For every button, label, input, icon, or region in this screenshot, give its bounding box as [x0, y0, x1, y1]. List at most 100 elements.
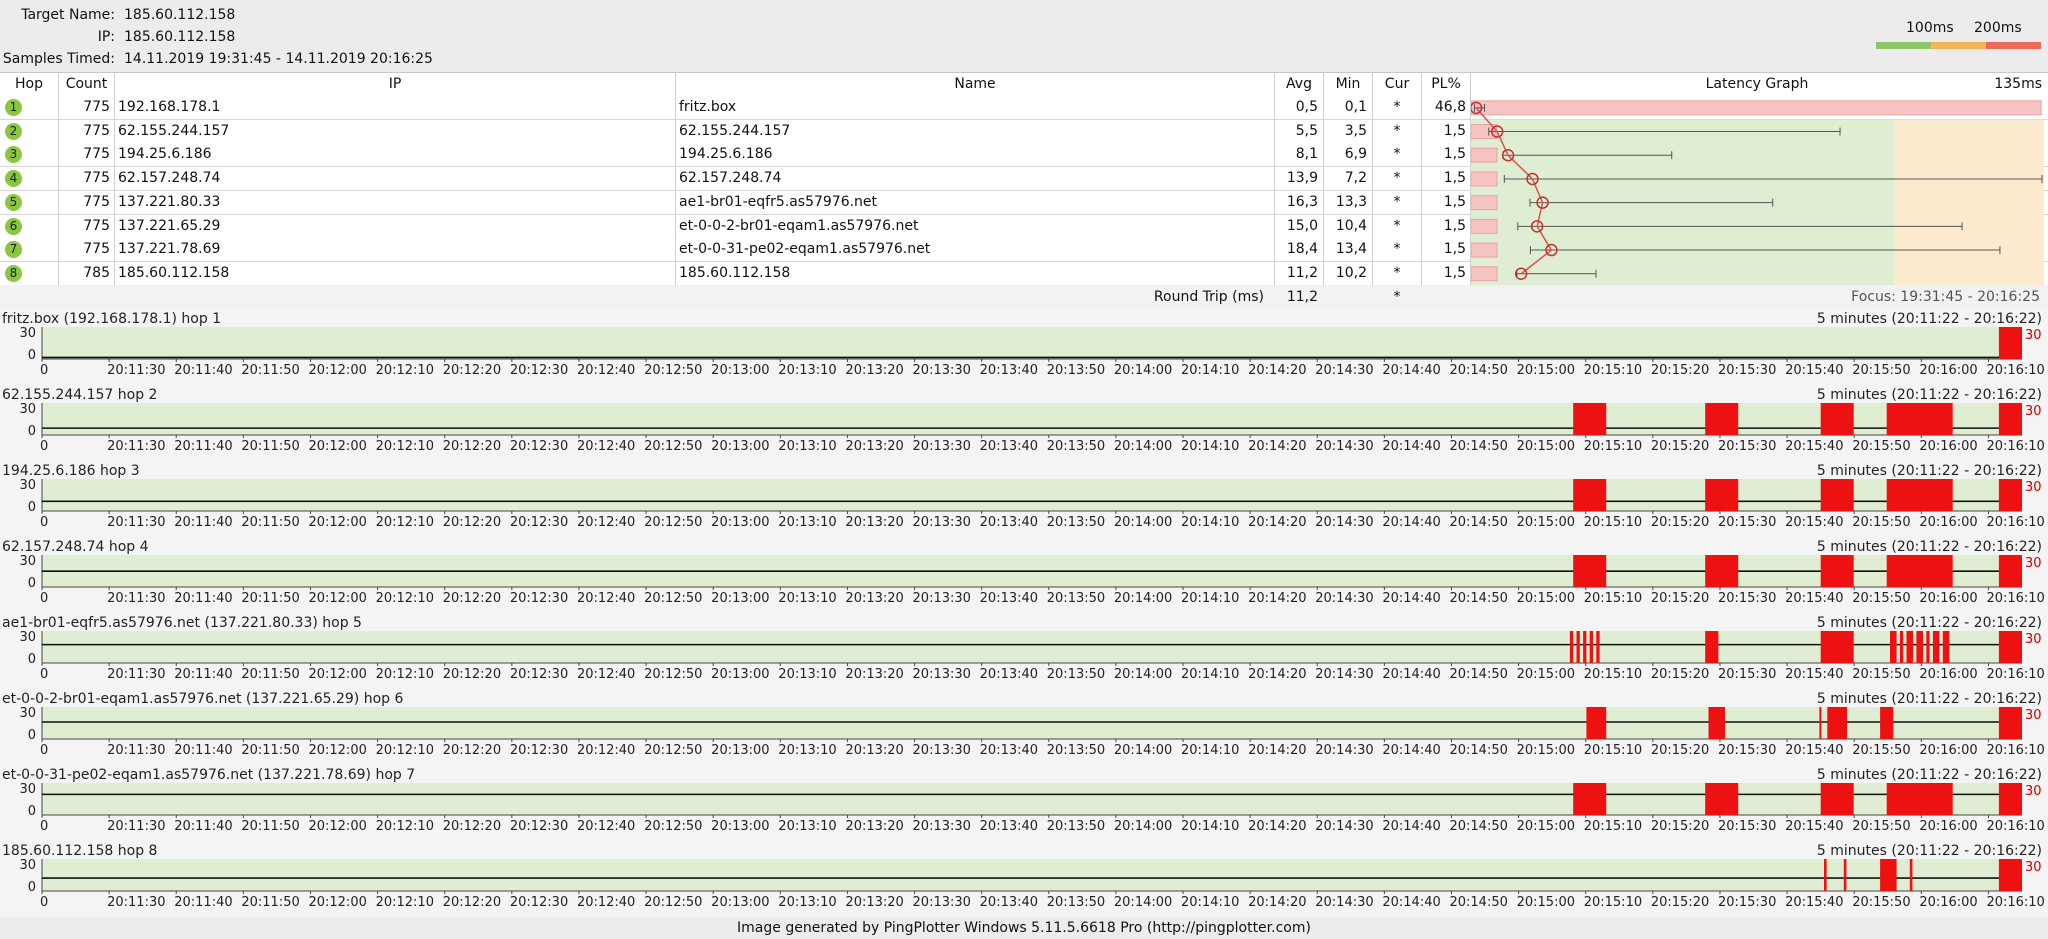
hop-time-graph[interactable]: ae1-br01-eqfr5.as57976.net (137.221.80.3… [0, 613, 2048, 689]
x-tick-label: 20:13:40 [980, 895, 1038, 910]
x-tick-label: 20:15:20 [1651, 743, 1709, 758]
column-divider [1470, 72, 1471, 286]
packet-loss-bar [1705, 479, 1739, 511]
hop-time-graph[interactable]: 62.157.248.74 hop 4 5 minutes (20:11:22 -… [0, 537, 2048, 613]
x-tick-label: 20:16:10 [1986, 743, 2044, 758]
x-tick-label: 20:12:20 [443, 819, 501, 834]
x-tick-label: 20:13:00 [711, 515, 769, 530]
legend-color-red [1986, 42, 2041, 49]
x-tick-label: 20:15:10 [1584, 515, 1642, 530]
x-tick-label: 20:15:50 [1852, 667, 1910, 682]
x-tick-label: 20:14:00 [1114, 515, 1172, 530]
latency-avg-line [1475, 107, 1553, 275]
packet-loss-bar [1573, 555, 1607, 587]
hop-name: 185.60.112.158 [679, 264, 791, 281]
hop-pl: 46,8 [1434, 99, 1466, 115]
x-tick-label: 20:11:50 [241, 667, 299, 682]
x-tick-label: 20:13:10 [778, 743, 836, 758]
col-name[interactable]: Name [954, 76, 996, 92]
samples-value: 14.11.2019 19:31:45 - 14.11.2019 20:16:2… [124, 51, 433, 67]
packet-loss-bar [1824, 859, 1827, 891]
x-tick-label: 20:11:40 [174, 439, 232, 454]
x-tick-label: 20:14:10 [1181, 819, 1239, 834]
x-tick-label: 20:11:50 [241, 439, 299, 454]
y-tick-label: 30 [19, 402, 36, 417]
hop-graph-title: et-0-0-2-br01-eqam1.as57976.net (137.221… [2, 691, 404, 707]
x-tick-label: 20:15:20 [1651, 819, 1709, 834]
x-tick-label: 20:13:50 [1047, 515, 1105, 530]
col-latency-graph[interactable]: Latency Graph [1705, 76, 1809, 92]
hop-avg: 18,4 [1286, 241, 1318, 258]
packet-loss-bar [1906, 631, 1914, 663]
x-tick-label: 20:14:10 [1181, 895, 1239, 910]
hop-graph-title: 62.155.244.157 hop 2 [2, 387, 158, 403]
hop-ip: 194.25.6.186 [118, 146, 212, 163]
hop-name: ae1-br01-eqfr5.as57976.net [679, 193, 878, 210]
max-value-label: 30 [2025, 556, 2042, 571]
x-tick-label: 20:12:00 [308, 439, 366, 454]
y-tick-label: 0 [28, 576, 36, 591]
hop-graph-title: 62.157.248.74 hop 4 [2, 539, 149, 555]
hop-min: 3,5 [1344, 122, 1367, 139]
col-ip[interactable]: IP [388, 76, 402, 92]
col-avg[interactable]: Avg [1286, 76, 1312, 92]
packet-loss-bar [1998, 707, 2022, 739]
col-cur[interactable]: Cur [1384, 76, 1410, 92]
x-tick-label: 20:12:30 [510, 667, 568, 682]
x-tick-label: 20:14:50 [1449, 439, 1507, 454]
x-tick-label: 20:12:10 [376, 515, 434, 530]
hop-time-graph[interactable]: et-0-0-31-pe02-eqam1.as57976.net (137.22… [0, 765, 2048, 841]
x-tick-label: 20:12:10 [376, 667, 434, 682]
hop-pl: 1,5 [1443, 264, 1466, 281]
x-tick-label: 20:15:00 [1517, 743, 1575, 758]
col-hop[interactable]: Hop [15, 76, 43, 92]
col-min[interactable]: Min [1335, 76, 1361, 92]
x-tick-label: 20:14:20 [1248, 515, 1306, 530]
packet-loss-bar [1470, 218, 1498, 234]
hop-time-graph[interactable]: 194.25.6.186 hop 3 5 minutes (20:11:22 - … [0, 461, 2048, 537]
hop-time-graph[interactable]: 185.60.112.158 hop 8 5 minutes (20:11:22 … [0, 841, 2048, 917]
x-tick-label: 20:15:10 [1584, 439, 1642, 454]
x-tick-label: 20:11:50 [241, 895, 299, 910]
hop-time-graph[interactable]: et-0-0-2-br01-eqam1.as57976.net (137.221… [0, 689, 2048, 765]
x-tick-label: 20:13:00 [711, 743, 769, 758]
hop-cur: * [1393, 193, 1401, 210]
hop-count: 785 [83, 264, 110, 281]
x-tick-label: 20:13:20 [845, 743, 903, 758]
x-tick-label: 20:14:40 [1382, 667, 1440, 682]
x-tick-label: 20:15:40 [1785, 895, 1843, 910]
x-tick-label: 0 [40, 895, 48, 910]
hop-graph-plot: 30 0 30 0 20:11:30 20:11:40 20:11:50 20:12:00 20… [19, 478, 2044, 530]
x-tick-label: 20:13:20 [845, 819, 903, 834]
x-tick-label: 20:15:10 [1584, 363, 1642, 378]
x-tick-label: 20:13:40 [980, 515, 1038, 530]
x-tick-label: 20:16:00 [1919, 895, 1977, 910]
packet-loss-bar [1916, 631, 1923, 663]
x-tick-label: 20:13:50 [1047, 439, 1105, 454]
x-tick-label: 20:15:40 [1785, 363, 1843, 378]
col-count[interactable]: Count [65, 76, 108, 92]
packet-loss-bar [1819, 707, 1822, 739]
column-divider [1372, 72, 1373, 286]
x-tick-label: 20:14:20 [1248, 743, 1306, 758]
packet-loss-bar [1909, 859, 1913, 891]
col-pl[interactable]: PL% [1431, 76, 1461, 92]
x-tick-label: 20:16:10 [1986, 667, 2044, 682]
x-tick-label: 20:14:50 [1449, 895, 1507, 910]
y-tick-label: 30 [19, 858, 36, 873]
x-tick-label: 0 [40, 819, 48, 834]
plot-background [42, 327, 2022, 359]
hop-time-graph[interactable]: 62.155.244.157 hop 2 5 minutes (20:11:22 … [0, 385, 2048, 461]
hop-time-graph[interactable]: fritz.box (192.168.178.1) hop 1 5 minutes… [0, 309, 2048, 385]
x-tick-label: 20:12:20 [443, 439, 501, 454]
x-tick-label: 20:11:50 [241, 591, 299, 606]
x-tick-label: 20:13:40 [980, 819, 1038, 834]
x-tick-label: 20:14:50 [1449, 363, 1507, 378]
latency-zone-warn [1894, 119, 2044, 286]
x-tick-label: 20:15:30 [1718, 895, 1776, 910]
x-tick-label: 20:15:40 [1785, 667, 1843, 682]
hop-cur: * [1393, 99, 1401, 115]
x-tick-label: 20:16:00 [1919, 439, 1977, 454]
x-tick-label: 20:12:30 [510, 895, 568, 910]
x-tick-label: 20:14:10 [1181, 515, 1239, 530]
